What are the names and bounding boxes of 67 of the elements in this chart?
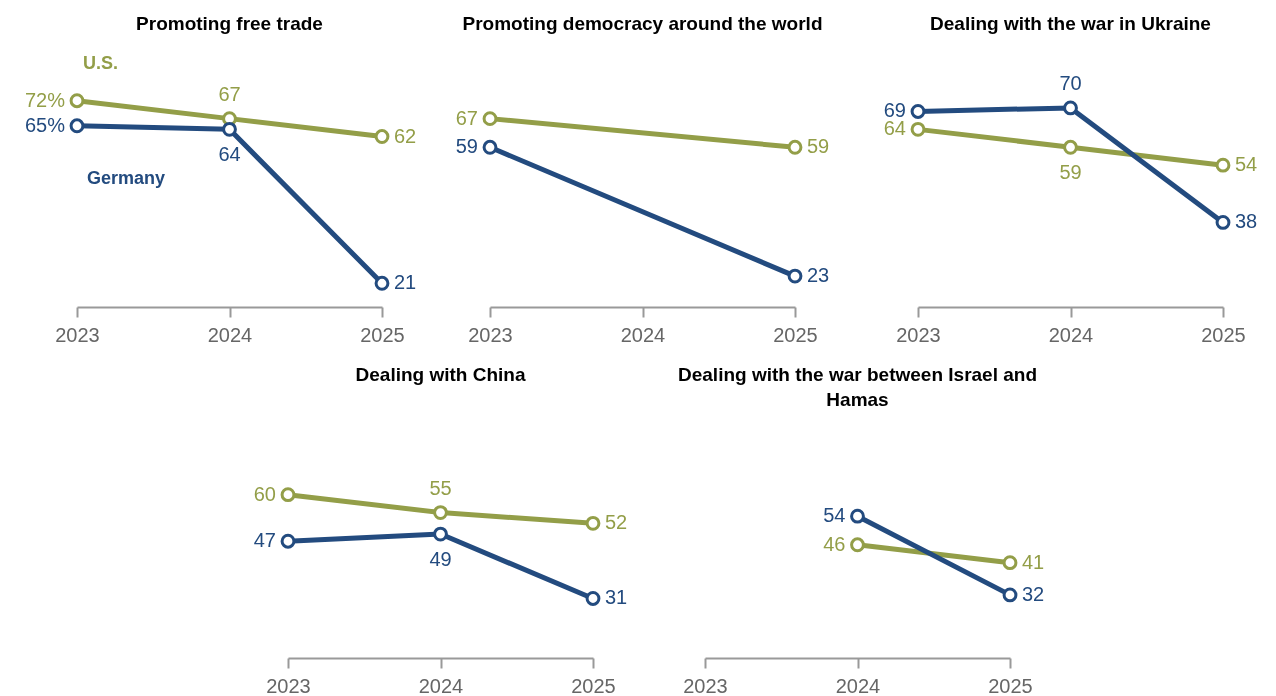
data-label: 70: [1059, 71, 1082, 94]
data-label: 54: [823, 504, 846, 527]
point: [850, 537, 865, 553]
x-tick-label: 2025: [988, 674, 1033, 696]
point: [850, 508, 865, 524]
point: [433, 505, 448, 520]
point: [1063, 139, 1078, 155]
point: [910, 104, 926, 119]
x-tick-label: 2023: [896, 323, 941, 346]
data-label: 62: [394, 124, 417, 147]
data-label: 46: [823, 532, 846, 555]
data-label: 67: [455, 106, 478, 129]
x-tick-label: 2025: [571, 674, 616, 696]
x-tick-label: 2025: [773, 323, 818, 346]
chart-title: Promoting democracy around the world: [462, 13, 823, 34]
x-tick-label: 2024: [207, 323, 253, 346]
point: [280, 487, 296, 503]
data-label: 31: [605, 586, 628, 609]
data-label: 59: [807, 135, 830, 158]
chart-title: Dealing with the war between Israel and Hamas: [678, 364, 1037, 410]
point: [222, 121, 237, 137]
point: [433, 526, 448, 542]
text: Germany: [87, 167, 166, 188]
point: [585, 591, 601, 606]
x-tick-label: 2023: [55, 323, 100, 346]
point: [280, 533, 296, 549]
data-label: 49: [429, 548, 452, 571]
series-label: U.S.: [83, 52, 119, 73]
data-label: 65%: [24, 113, 66, 136]
data-label: 52: [605, 511, 628, 534]
data-label: 41: [1022, 550, 1045, 573]
x-tick-label: 2024: [835, 674, 881, 696]
data-label: 55: [429, 476, 452, 499]
point: [910, 121, 926, 137]
point: [69, 93, 85, 109]
point: [374, 275, 390, 291]
x-tick-label: 2023: [266, 674, 311, 696]
data-label: 72%: [24, 88, 66, 111]
chart-title: Dealing with China: [355, 364, 526, 385]
data-label: 32: [1022, 582, 1045, 605]
data-label: 64: [218, 143, 241, 166]
x-tick-label: 2025: [1201, 323, 1246, 346]
x-tick-label: 2024: [1048, 323, 1094, 346]
point: [1063, 100, 1078, 116]
point: [1002, 555, 1018, 571]
chart-title: Promoting free trade: [136, 13, 323, 34]
data-label: 54: [1235, 153, 1258, 176]
point: [585, 515, 601, 531]
point: [1002, 587, 1018, 603]
chart-title: Dealing with the war in Ukraine: [930, 13, 1211, 34]
x-tick-label: 2025: [360, 323, 405, 346]
x-tick-label: 2024: [620, 323, 666, 346]
x-tick-label: 2023: [683, 674, 728, 696]
point: [374, 129, 390, 144]
point: [1215, 215, 1231, 230]
data-label: 23: [807, 264, 830, 287]
data-label: 47: [253, 529, 276, 552]
data-label: 38: [1235, 210, 1258, 233]
data-label: 21: [394, 271, 417, 294]
data-label: 67: [218, 82, 241, 105]
x-tick-label: 2024: [418, 674, 464, 696]
point: [69, 118, 85, 134]
point: [1215, 157, 1231, 173]
x-tick-label: 2023: [468, 323, 513, 346]
data-label: 59: [1059, 161, 1082, 184]
data-label: 59: [455, 135, 478, 158]
data-label: 60: [253, 482, 276, 505]
